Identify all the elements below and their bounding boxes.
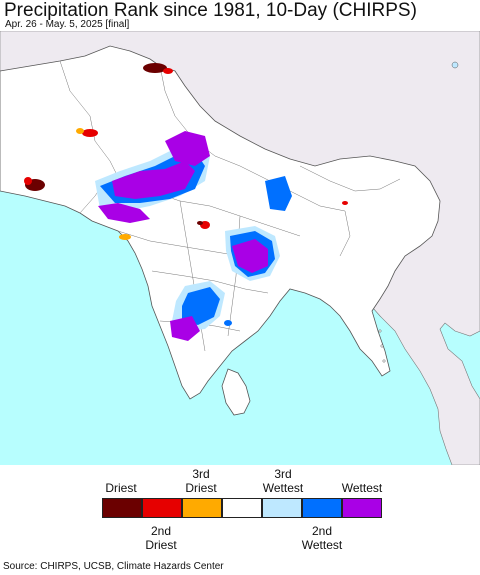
dry-anomaly-patches bbox=[24, 63, 348, 240]
legend-swatch-3rd-wettest bbox=[262, 498, 302, 518]
sri-lanka bbox=[221, 368, 251, 416]
legend-swatch-wettest bbox=[342, 498, 382, 518]
page-title: Precipitation Rank since 1981, 10-Day (C… bbox=[4, 0, 417, 21]
legend-label-2nd-driest: 2nd Driest bbox=[145, 524, 177, 552]
legend-swatch-driest bbox=[102, 498, 142, 518]
legend-label-3rd-wettest: 3rd Wettest bbox=[262, 467, 304, 495]
island-dots bbox=[378, 61, 459, 363]
legend-swatch-2nd-wettest bbox=[302, 498, 342, 518]
precipitation-rank-map bbox=[0, 31, 480, 465]
legend-label-3rd-driest: 3rd Driest bbox=[185, 467, 217, 495]
source-credit: Source: CHIRPS, UCSB, Climate Hazards Ce… bbox=[3, 561, 224, 572]
legend-label-2nd-wettest: 2nd Wettest bbox=[301, 524, 343, 552]
legend-swatch-2nd-driest bbox=[142, 498, 182, 518]
legend-swatch-3rd-driest bbox=[182, 498, 222, 518]
south-asia-land bbox=[0, 45, 441, 400]
date-range: Apr. 26 - May. 5, 2025 [final] bbox=[5, 19, 130, 30]
legend-label-wettest: Wettest bbox=[341, 481, 383, 495]
legend-swatch-normal bbox=[222, 498, 262, 518]
legend-label-driest: Driest bbox=[105, 481, 137, 495]
rank-legend: Driest 3rd Driest 3rd Wettest Wettest 2n… bbox=[0, 465, 480, 560]
wet-anomaly-patches bbox=[95, 131, 292, 341]
